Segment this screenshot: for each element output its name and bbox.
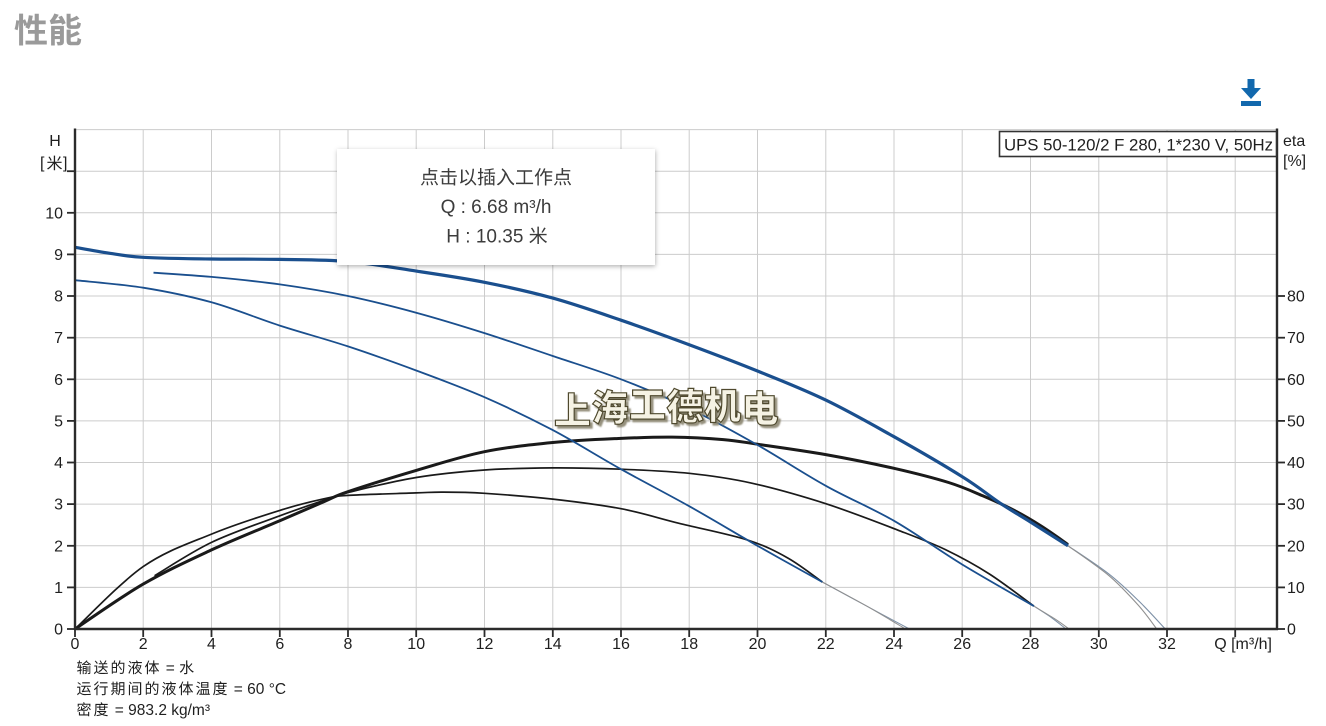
svg-text:4: 4 (54, 455, 63, 472)
svg-text:2: 2 (139, 636, 148, 653)
svg-text:30: 30 (1287, 497, 1305, 514)
svg-text:[%]: [%] (1283, 153, 1306, 170)
svg-text:[: [ (40, 155, 45, 172)
svg-text:10: 10 (45, 205, 63, 222)
svg-text:22: 22 (817, 636, 835, 653)
svg-text:26: 26 (953, 636, 971, 653)
svg-text:eta: eta (1283, 133, 1305, 150)
svg-text:= 60 °C: = 60 °C (230, 681, 287, 698)
svg-text:8: 8 (344, 636, 353, 653)
svg-text:10: 10 (1287, 580, 1305, 597)
svg-text:Q [m³/h]: Q [m³/h] (1214, 636, 1272, 653)
svg-text:80: 80 (1287, 289, 1305, 306)
svg-text:4: 4 (207, 636, 216, 653)
svg-text:40: 40 (1287, 455, 1305, 472)
svg-text:16: 16 (612, 636, 630, 653)
svg-text:UPS 50-120/2 F 280, 1*230 V, 5: UPS 50-120/2 F 280, 1*230 V, 50Hz (1004, 136, 1273, 155)
svg-text:8: 8 (54, 289, 63, 306)
svg-text:50: 50 (1287, 413, 1305, 430)
svg-text:32: 32 (1158, 636, 1176, 653)
svg-text:6: 6 (275, 636, 284, 653)
svg-text:=: = (162, 660, 180, 677)
svg-text:14: 14 (544, 636, 562, 653)
svg-text:H : 10.35: H : 10.35 (446, 227, 523, 248)
svg-text:7: 7 (54, 330, 63, 347)
svg-text:70: 70 (1287, 330, 1305, 347)
svg-text:18: 18 (680, 636, 698, 653)
svg-text:28: 28 (1022, 636, 1040, 653)
svg-text:0: 0 (1287, 622, 1296, 639)
svg-text:0: 0 (54, 622, 63, 639)
svg-text:5: 5 (54, 413, 63, 430)
svg-text:12: 12 (476, 636, 494, 653)
svg-text:]: ] (63, 155, 67, 172)
svg-text:9: 9 (54, 247, 63, 264)
svg-text:30: 30 (1090, 636, 1108, 653)
svg-text:20: 20 (1287, 538, 1305, 555)
svg-text:24: 24 (885, 636, 903, 653)
svg-text:0: 0 (71, 636, 80, 653)
svg-text:6: 6 (54, 372, 63, 389)
svg-text:2: 2 (54, 538, 63, 555)
svg-text:60: 60 (1287, 372, 1305, 389)
svg-text:20: 20 (749, 636, 767, 653)
svg-text:= 983.2 kg/m³: = 983.2 kg/m³ (111, 702, 211, 719)
svg-text:3: 3 (54, 497, 63, 514)
svg-text:H: H (49, 133, 61, 150)
svg-text:Q : 6.68 m³/h: Q : 6.68 m³/h (441, 197, 552, 218)
svg-text:1: 1 (54, 580, 63, 597)
svg-text:10: 10 (407, 636, 425, 653)
